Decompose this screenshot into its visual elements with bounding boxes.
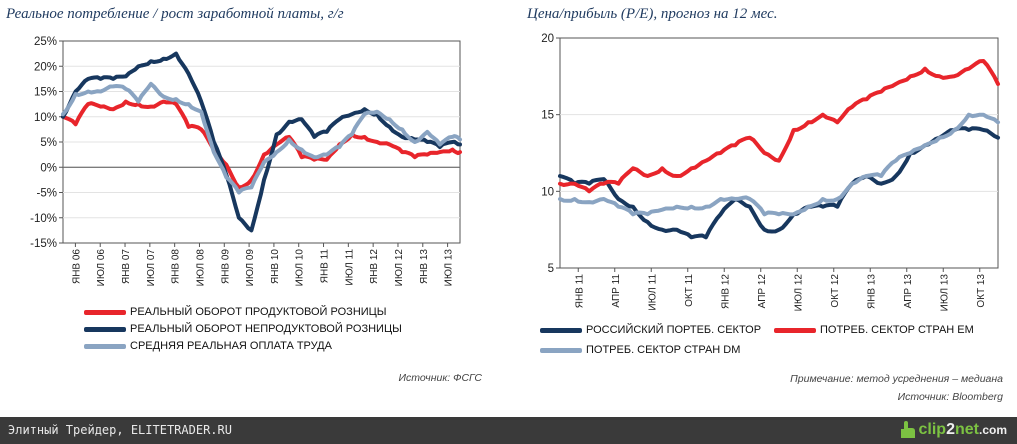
right-chart-y-tick-label: 20 <box>541 33 554 45</box>
left-chart-x-tick-label: ИЮЛ 12 <box>394 249 405 287</box>
right-chart-x-tick-label: ЯНВ 12 <box>720 274 731 309</box>
right-source-note: Источник: Bloomberg <box>897 391 1003 403</box>
left-chart-x-tick-label: ЯНВ 11 <box>320 249 331 284</box>
left-chart-x-tick-label: ЯНВ 12 <box>369 249 380 284</box>
left-chart: 25% 20% 15% 10% 5% 0% -5% -10% -15% ЯНВ 06 ИЮЛ 06 Я… <box>30 36 462 287</box>
left-chart-x-tick-label: ЯНВ 08 <box>171 249 182 284</box>
left-chart-title: Реальное потребление / рост заработной п… <box>6 6 344 22</box>
right-legend-swatch-ru <box>540 327 582 333</box>
logo-text-suffix: .com <box>978 423 1007 437</box>
right-legend-item-em: ПОТРЕБ. СЕКТОР СТРАН ЕМ <box>774 324 974 336</box>
right-chart-x-tick-label: ИЮЛ 11 <box>647 274 658 311</box>
left-legend-item-food: РЕАЛЬНЫЙ ОБОРОТ ПРОДУКТОВОЙ РОЗНИЦЫ <box>84 306 387 318</box>
right-chart-series-line-1 <box>558 59 1000 194</box>
left-chart-x-tick-label: ИЮЛ 06 <box>96 249 107 287</box>
right-chart-series-line-0 <box>558 126 1000 240</box>
right-chart-x-tick-label: АПР 12 <box>757 274 768 309</box>
left-chart-y-tick-label: 20% <box>34 61 57 73</box>
right-chart-x-tick-label: ЯНВ 13 <box>866 274 877 309</box>
left-chart-y-tick-label: 5% <box>40 137 57 149</box>
left-chart-series-line-0 <box>61 99 462 190</box>
clip2net-logo[interactable]: clip2net.com <box>897 420 1007 440</box>
right-chart-title: Цена/прибыль (P/E), прогноз на 12 мес. <box>527 6 778 22</box>
left-chart-y-tick-label: -10% <box>30 213 57 225</box>
right-legend-label-ru: РОССИЙСКИЙ ПОРТЕБ. СЕКТОР <box>586 324 762 336</box>
left-chart-series-line-2 <box>61 81 462 195</box>
left-chart-y-tick-label: 0% <box>40 162 57 174</box>
logo-text-c: net <box>954 421 979 438</box>
right-chart: 20 15 10 5 ЯНВ 11 АПР 11 ИЮЛ 11 ОКТ 11 ЯНВ 12 АПР… <box>541 33 1000 312</box>
left-legend-item-nonfood: РЕАЛЬНЫЙ ОБОРОТ НЕПРОДУКТОВОЙ РОЗНИЦЫ <box>84 323 402 335</box>
right-legend-swatch-em <box>774 327 816 333</box>
left-chart-x-tick-label: ИЮЛ 11 <box>344 249 355 286</box>
left-chart-x-tick-label: ЯНВ 09 <box>220 249 231 284</box>
right-chart-x-tick-label: ИЮЛ 12 <box>793 274 804 312</box>
left-legend-swatch-food <box>84 309 126 315</box>
left-chart-x-tick-label: ИЮЛ 09 <box>245 249 256 287</box>
footer-bar: Элитный Трейдер, ELITETRADER.RU clip2net… <box>0 417 1017 444</box>
left-chart-x-tick-label: ИЮЛ 07 <box>146 249 157 287</box>
left-legend-label-wages: СРЕДНЯЯ РЕАЛЬНАЯ ОПЛАТА ТРУДА <box>130 340 332 352</box>
logo-text-b: 2 <box>946 421 955 438</box>
right-legend-item-dm: ПОТРЕБ. СЕКТОР СТРАН DM <box>540 344 740 356</box>
left-chart-x-tick-label: ИЮЛ 13 <box>444 249 455 287</box>
left-chart-x-tick-label: ЯНВ 13 <box>419 249 430 284</box>
left-chart-x-tick-label: ИЮЛ 08 <box>195 249 206 287</box>
right-chart-y-tick-label: 10 <box>541 186 554 198</box>
left-legend-swatch-wages <box>84 343 126 349</box>
right-chart-x-tick-label: АПР 11 <box>611 274 622 308</box>
left-chart-y-tick-label: 10% <box>34 112 57 124</box>
left-legend-label-food: РЕАЛЬНЫЙ ОБОРОТ ПРОДУКТОВОЙ РОЗНИЦЫ <box>130 306 387 318</box>
left-chart-y-tick-label: -5% <box>37 188 57 200</box>
left-legend-label-nonfood: РЕАЛЬНЫЙ ОБОРОТ НЕПРОДУКТОВОЙ РОЗНИЦЫ <box>130 323 402 335</box>
clip2net-hand-icon <box>900 421 915 438</box>
right-chart-x-tick-label: ОКТ 11 <box>684 274 695 307</box>
right-legend-item-ru: РОССИЙСКИЙ ПОРТЕБ. СЕКТОР <box>540 324 761 336</box>
right-chart-x-tick-label: АПР 13 <box>903 274 914 309</box>
left-chart-y-tick-label: 25% <box>34 36 57 48</box>
left-chart-series-line-1 <box>61 51 462 233</box>
right-chart-y-tick-label: 15 <box>541 110 554 122</box>
left-chart-x-tick-label: ЯНВ 06 <box>71 249 82 284</box>
right-chart-y-tick-label: 5 <box>548 263 554 275</box>
left-source-note: Источник: ФСГС <box>398 372 482 384</box>
right-chart-plot-frame <box>559 37 999 269</box>
right-chart-x-tick-label: ЯНВ 11 <box>574 274 585 309</box>
clip2net-logo-text: clip2net.com <box>919 421 1007 439</box>
right-legend-label-dm: ПОТРЕБ. СЕКТОР СТРАН DM <box>586 344 741 356</box>
left-chart-y-tick-label: -15% <box>30 238 57 250</box>
left-chart-x-tick-label: ИЮЛ 10 <box>295 249 306 287</box>
left-legend-item-wages: СРЕДНЯЯ РЕАЛЬНАЯ ОПЛАТА ТРУДА <box>84 340 332 352</box>
footer-site-text: Элитный Трейдер, ELITETRADER.RU <box>8 423 232 437</box>
right-legend-swatch-dm <box>540 347 582 353</box>
right-chart-x-tick-label: ОКТ 13 <box>976 274 987 308</box>
left-chart-x-tick-label: ЯНВ 07 <box>121 249 132 284</box>
left-chart-y-tick-label: 15% <box>34 87 57 99</box>
right-chart-x-tick-label: ОКТ 12 <box>830 274 841 308</box>
logo-text-a: clip <box>918 421 947 438</box>
left-legend-swatch-nonfood <box>84 326 126 332</box>
left-chart-x-tick-label: ЯНВ 10 <box>270 249 281 284</box>
right-chart-series-line-2 <box>558 112 1000 217</box>
right-method-note: Примечание: метод усреднения – медиана <box>790 373 1003 385</box>
right-chart-x-tick-label: ИЮЛ 13 <box>939 274 950 312</box>
right-legend-label-em: ПОТРЕБ. СЕКТОР СТРАН ЕМ <box>820 324 974 336</box>
